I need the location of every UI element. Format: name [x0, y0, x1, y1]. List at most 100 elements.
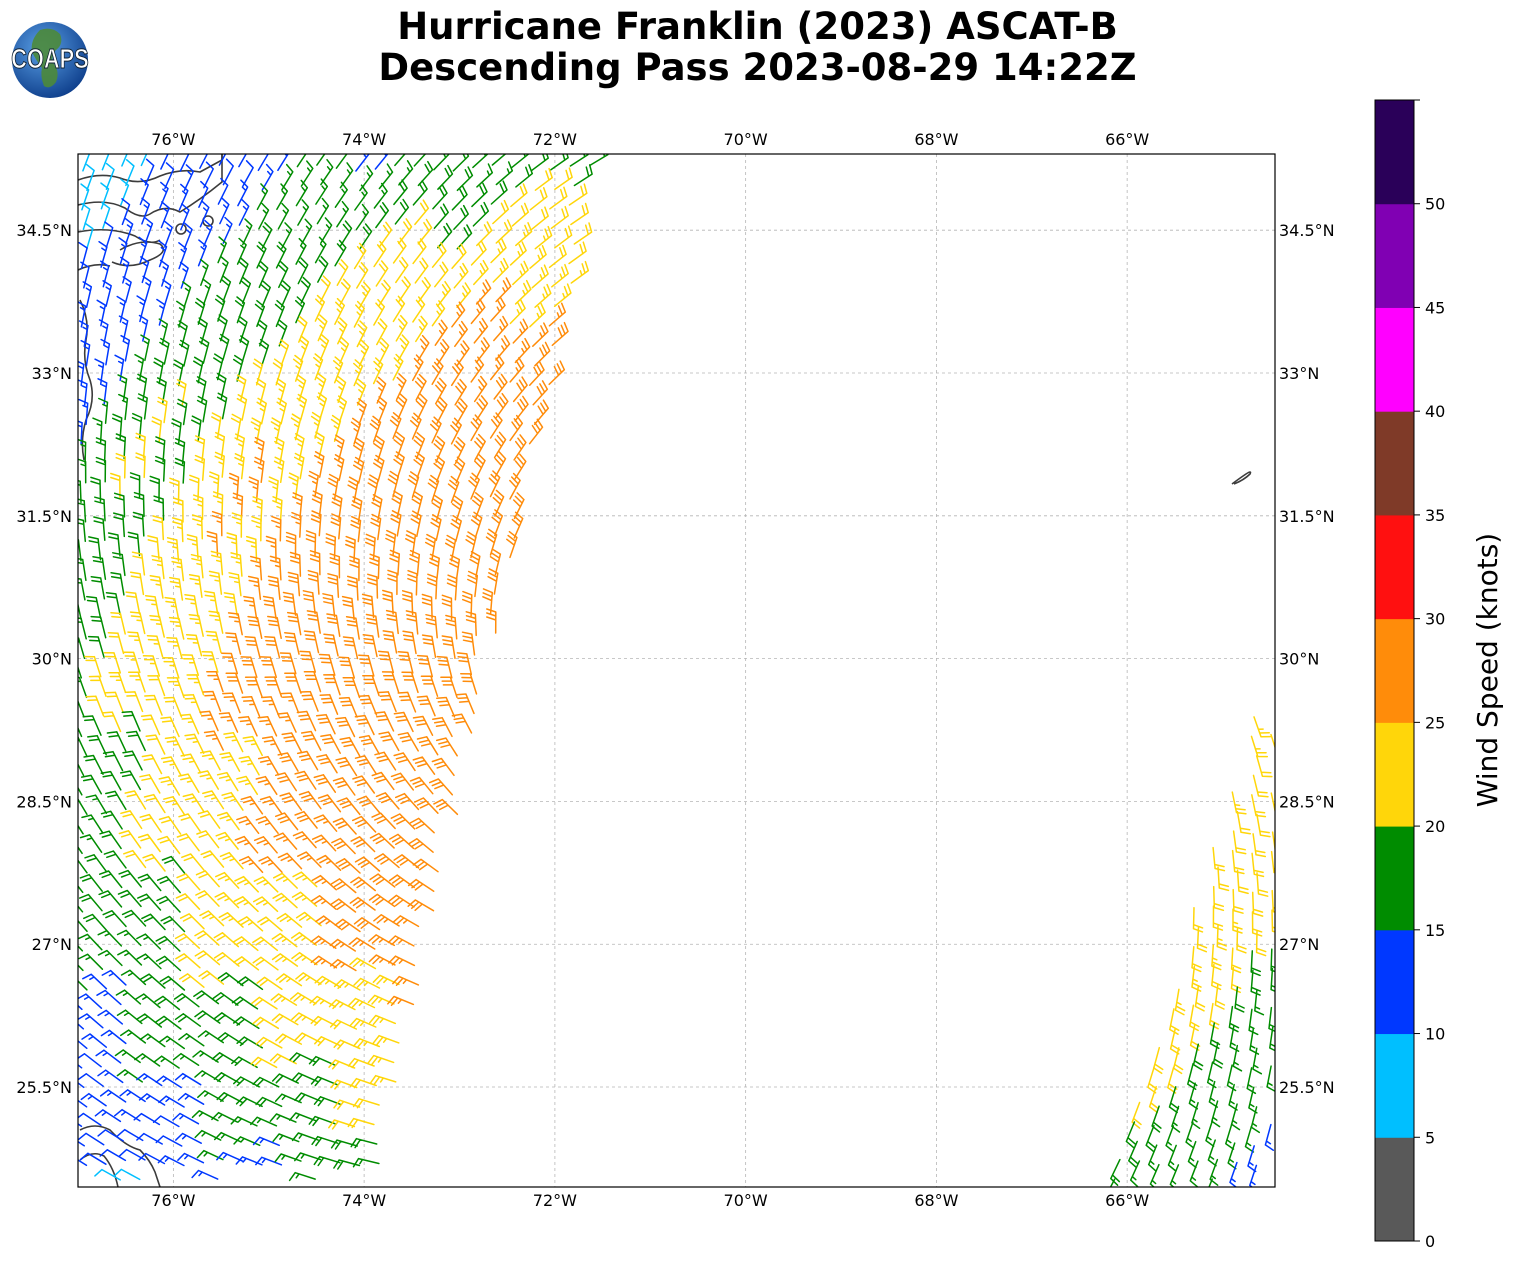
wind-barb — [494, 392, 509, 420]
wind-barb — [83, 754, 104, 775]
wind-barb — [511, 511, 524, 539]
colorbar-tick-label: 50 — [1425, 195, 1445, 214]
wind-barb — [1191, 965, 1202, 992]
wind-barb — [421, 593, 433, 619]
wind-barb — [352, 1038, 381, 1049]
wind-barb — [456, 224, 473, 250]
wind-barb — [367, 994, 395, 1005]
wind-barb — [1271, 889, 1275, 913]
wind-barb — [415, 315, 428, 343]
wind-barb — [134, 353, 145, 381]
wind-barb — [216, 1032, 244, 1045]
wind-barb — [387, 995, 415, 1007]
wind-barb — [512, 376, 528, 403]
wind-barb — [225, 672, 244, 694]
wind-barb — [206, 530, 219, 556]
wind-barb — [144, 217, 154, 245]
wind-barb — [413, 432, 426, 460]
wind-barb — [219, 851, 244, 870]
wind-barb — [303, 630, 320, 654]
wind-barb — [166, 676, 185, 699]
wind-barb — [401, 590, 414, 616]
wind-barb — [326, 613, 341, 637]
wind-barb — [394, 154, 406, 167]
wind-barb — [470, 240, 487, 266]
wind-barb — [409, 549, 421, 577]
wind-barb — [200, 850, 225, 868]
wind-barb — [311, 834, 337, 852]
wind-barb — [389, 549, 401, 576]
wind-barb — [374, 751, 397, 771]
wind-barb — [115, 989, 142, 1005]
wind-barb — [97, 1129, 124, 1142]
wind-barb — [234, 433, 245, 460]
wind-barb — [197, 1090, 224, 1102]
wind-barb — [87, 734, 107, 756]
wind-barb — [368, 1014, 397, 1026]
wind-barb — [1271, 909, 1275, 933]
wind-barb — [147, 535, 160, 560]
wind-barb — [78, 398, 89, 426]
wind-barb — [79, 873, 103, 892]
wind-barb — [196, 830, 220, 849]
wind-barb — [277, 202, 290, 230]
wind-barb — [342, 636, 359, 660]
wind-barb — [137, 893, 162, 911]
wind-barb — [78, 1004, 83, 1011]
wind-barb — [549, 186, 568, 210]
wind-barb — [244, 676, 263, 698]
wind-barb — [120, 256, 130, 284]
wind-barb — [208, 610, 224, 634]
wind-barb — [534, 283, 552, 308]
wind-barb — [294, 810, 318, 829]
wind-barb — [162, 279, 172, 307]
wind-barb — [131, 551, 146, 576]
wind-barb — [297, 257, 309, 285]
wind-barb — [397, 334, 410, 362]
wind-barb — [296, 393, 308, 421]
wind-barb — [157, 396, 168, 424]
wind-barb — [461, 590, 473, 617]
wind-barb — [274, 772, 298, 792]
colorbar-tick-label: 5 — [1425, 1128, 1435, 1147]
wind-barb — [236, 775, 259, 796]
wind-barb — [297, 315, 308, 343]
wind-barb — [346, 575, 359, 601]
colorbar-tick-label: 25 — [1425, 713, 1445, 732]
wind-barb — [242, 218, 253, 246]
wind-barb — [528, 418, 544, 445]
wind-barb — [510, 183, 528, 208]
wind-speed-colorbar: 0 5 10 15 20 25 30 35 40 45 50 Wind Speed (knots) — [1374, 99, 1504, 1250]
wind-barb — [275, 973, 303, 987]
wind-barb — [214, 891, 240, 909]
wind-barb — [158, 815, 182, 835]
wind-barb — [465, 611, 477, 637]
wind-barb — [429, 416, 442, 444]
wind-barb — [178, 973, 205, 988]
wind-barb — [256, 241, 267, 269]
wind-barb — [136, 295, 146, 323]
wind-barb — [1230, 1103, 1241, 1131]
wind-barb — [174, 1013, 202, 1027]
wind-barb — [78, 518, 87, 543]
wind-barb — [213, 1131, 241, 1143]
wind-barb — [471, 182, 488, 208]
wind-barb — [175, 893, 201, 910]
wind-barb — [197, 239, 207, 267]
wind-barb — [78, 379, 88, 406]
wind-barb — [336, 395, 348, 423]
wind-barb — [265, 535, 277, 562]
wind-barb — [450, 417, 462, 445]
wind-barb — [454, 320, 468, 348]
bermuda-outline — [1231, 471, 1252, 485]
wind-barb — [1212, 885, 1225, 912]
wind-barb — [333, 1099, 361, 1110]
wind-barb — [213, 353, 224, 381]
wind-barb — [233, 1076, 260, 1088]
wind-barb — [174, 438, 186, 465]
wind-barb — [269, 1053, 297, 1065]
wind-barb — [335, 375, 347, 403]
wind-barb — [329, 958, 357, 972]
wind-barb — [238, 257, 249, 285]
wind-barb — [267, 575, 281, 601]
